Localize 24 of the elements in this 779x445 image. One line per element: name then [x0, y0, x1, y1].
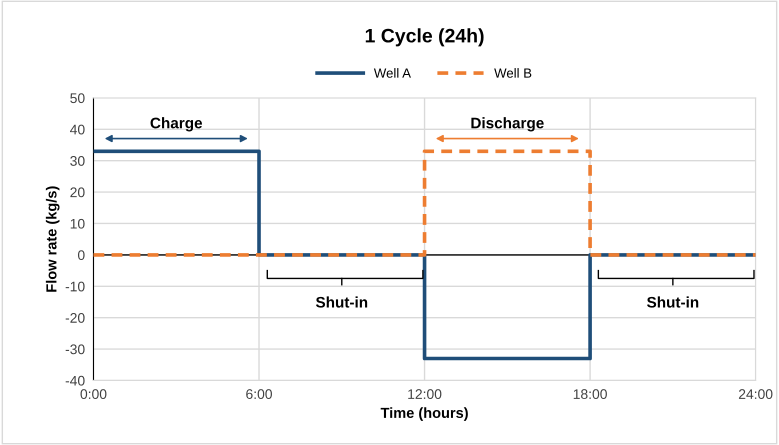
legend-label: Well A: [374, 68, 411, 78]
legend-label: Well B: [494, 68, 532, 78]
x-tick-label: 24:00: [738, 389, 772, 400]
y-tick-label: 50: [70, 93, 85, 104]
x-tick-label: 6:00: [246, 389, 272, 400]
annotation: Shut-in: [647, 296, 698, 308]
y-tick-label: 0: [78, 250, 85, 260]
x-tick-label: 0:00: [80, 389, 106, 400]
y-tick-label: 30: [70, 156, 85, 166]
x-tick-label: 18:00: [574, 389, 607, 400]
y-tick-label: -40: [66, 376, 85, 386]
y-tick-label: 40: [70, 124, 85, 134]
y-tick-label: 10: [70, 218, 85, 229]
y-tick-label: -10: [66, 282, 85, 292]
y-axis-title: Flow rate (kg/s): [46, 186, 60, 292]
chart-title: 1 Cycle (24h): [366, 28, 484, 46]
annotation: Charge: [150, 117, 202, 132]
annotation: Shut-in: [316, 296, 368, 308]
x-axis-title: Time (hours): [380, 407, 468, 421]
y-tick-label: 20: [70, 187, 85, 198]
y-tick-label: -20: [66, 313, 85, 323]
y-tick-label: -30: [66, 344, 85, 354]
annotation: Discharge: [471, 117, 544, 132]
x-tick-label: 12:00: [408, 389, 442, 400]
